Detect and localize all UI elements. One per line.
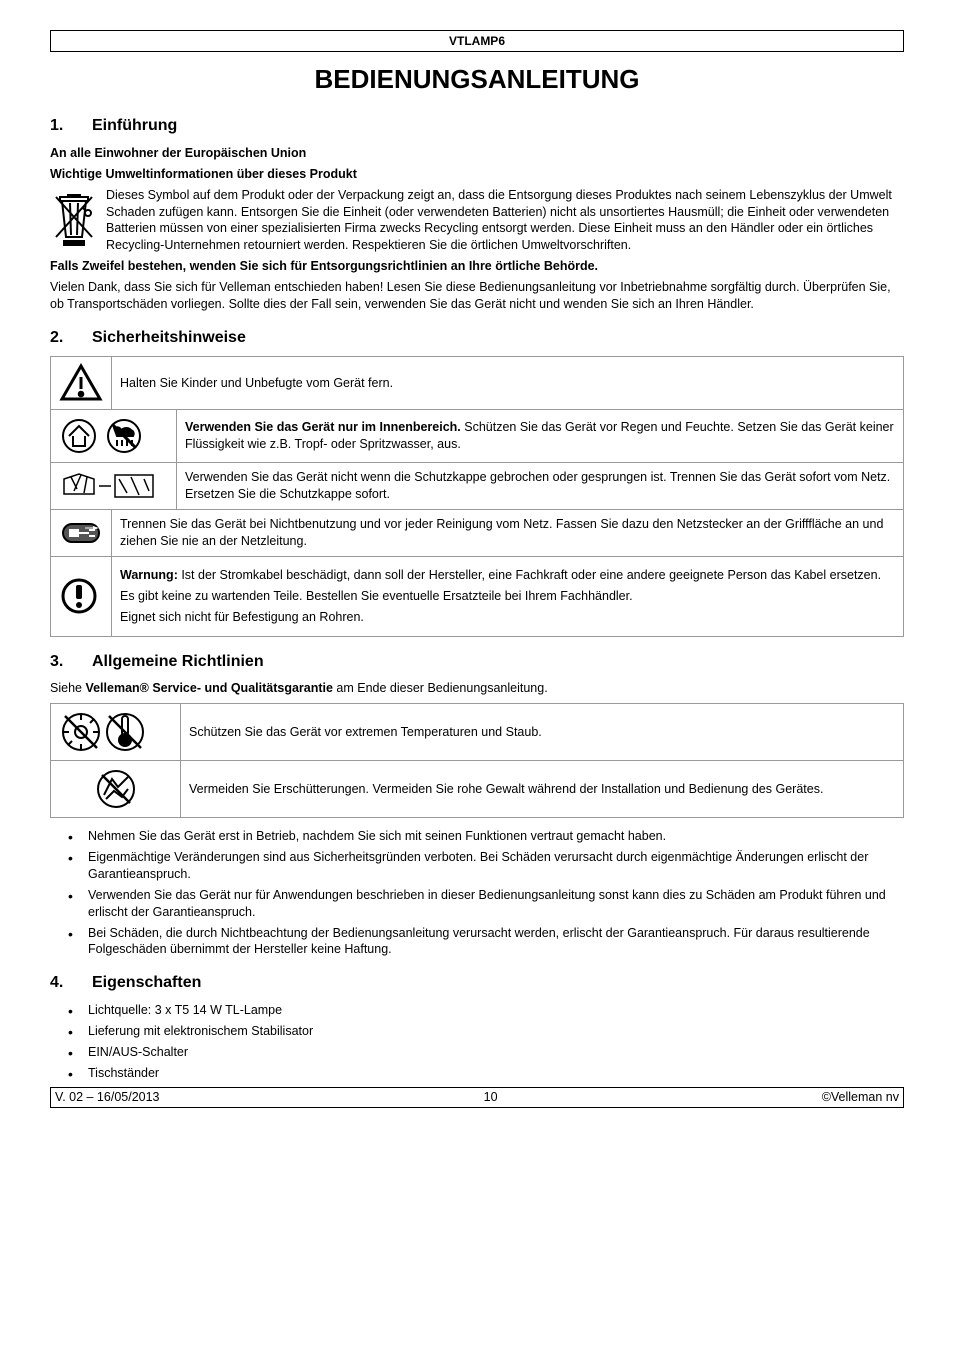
weee-icon (50, 187, 98, 247)
safety-table: Halten Sie Kinder und Unbefugte vom Gerä… (50, 356, 904, 636)
list-item: EIN/AUS-Schalter (68, 1044, 904, 1061)
safety-row-4-extra2: Eignet sich nicht für Befestigung an Roh… (120, 609, 895, 626)
weee-block: Dieses Symbol auf dem Produkt oder der V… (50, 187, 904, 255)
main-title: BEDIENUNGSANLEITUNG (50, 62, 904, 97)
footer-right: ©Velleman nv (822, 1089, 899, 1106)
guideline-row-0-text: Schützen Sie das Gerät vor extremen Temp… (181, 704, 904, 761)
list-item: Nehmen Sie das Gerät erst in Betrieb, na… (68, 828, 904, 845)
guidelines-table: Schützen Sie das Gerät vor extremen Temp… (50, 703, 904, 818)
s1-bold-line: Falls Zweifel bestehen, wenden Sie sich … (50, 258, 904, 275)
s3-intro-pre: Siehe (50, 681, 85, 695)
list-item: Bei Schäden, die durch Nichtbeachtung de… (68, 925, 904, 959)
s3-bullets: Nehmen Sie das Gerät erst in Betrieb, na… (50, 828, 904, 958)
section-3-heading: 3.Allgemeine Richtlinien (50, 651, 904, 673)
table-row: Warnung: Ist der Stromkabel beschädigt, … (51, 557, 904, 637)
safety-row-3-text: Trennen Sie das Gerät bei Nichtbenutzung… (112, 510, 904, 557)
caution-circle-icon (51, 557, 112, 637)
s3-intro-bold: Velleman® Service- und Qualitätsgarantie (85, 681, 333, 695)
section-4-title: Eigenschaften (92, 974, 201, 991)
footer-center: 10 (484, 1089, 498, 1106)
s1-sub2: Wichtige Umweltinformationen über dieses… (50, 166, 904, 183)
table-row: Vermeiden Sie Erschütterungen. Vermeiden… (51, 761, 904, 818)
safety-row-1-bold: Verwenden Sie das Gerät nur im Innenbere… (185, 420, 461, 434)
s1-thanks: Vielen Dank, dass Sie sich für Velleman … (50, 279, 904, 313)
page-footer: V. 02 – 16/05/2013 10 ©Velleman nv (50, 1087, 904, 1108)
safety-row-2-text: Verwenden Sie das Gerät nicht wenn die S… (177, 463, 904, 510)
header-product-label: VTLAMP6 (449, 34, 505, 48)
guideline-row-1-text: Vermeiden Sie Erschütterungen. Vermeiden… (181, 761, 904, 818)
unplug-icon (51, 510, 112, 557)
safety-row-1: Verwenden Sie das Gerät nur im Innenbere… (177, 410, 904, 463)
table-row: Trennen Sie das Gerät bei Nichtbenutzung… (51, 510, 904, 557)
list-item: Verwenden Sie das Gerät nur für Anwendun… (68, 887, 904, 921)
table-row: Verwenden Sie das Gerät nicht wenn die S… (51, 463, 904, 510)
section-3-num: 3. (50, 651, 92, 673)
section-2-heading: 2.Sicherheitshinweise (50, 327, 904, 349)
safety-row-4-extra1: Es gibt keine zu wartenden Teile. Bestel… (120, 588, 895, 605)
s3-intro-post: am Ende dieser Bedienungsanleitung. (333, 681, 548, 695)
list-item: Lieferung mit elektronischem Stabilisato… (68, 1023, 904, 1040)
list-item: Lichtquelle: 3 x T5 14 W TL-Lampe (68, 1002, 904, 1019)
s3-intro: Siehe Velleman® Service- und Qualitätsga… (50, 680, 904, 697)
section-3-title: Allgemeine Richtlinien (92, 653, 264, 670)
list-item: Eigenmächtige Veränderungen sind aus Sic… (68, 849, 904, 883)
safety-row-0-text: Halten Sie Kinder und Unbefugte vom Gerä… (112, 357, 904, 410)
table-row: Halten Sie Kinder und Unbefugte vom Gerä… (51, 357, 904, 410)
broken-glass-icon (51, 463, 177, 510)
safety-row-4-text: Ist der Stromkabel beschädigt, dann soll… (178, 568, 881, 582)
no-shock-icon (51, 761, 181, 818)
temp-dust-icon (51, 704, 181, 761)
section-1-num: 1. (50, 115, 92, 137)
section-2-title: Sicherheitshinweise (92, 329, 246, 346)
header-product-box: VTLAMP6 (50, 30, 904, 52)
s1-sub1: An alle Einwohner der Europäischen Union (50, 145, 904, 162)
section-4-heading: 4.Eigenschaften (50, 972, 904, 994)
table-row: Verwenden Sie das Gerät nur im Innenbere… (51, 410, 904, 463)
list-item: Tischständer (68, 1065, 904, 1082)
section-4-num: 4. (50, 972, 92, 994)
indoor-use-icon (51, 410, 177, 463)
section-1-heading: 1.Einführung (50, 115, 904, 137)
warning-triangle-icon (51, 357, 112, 410)
footer-left: V. 02 – 16/05/2013 (55, 1089, 160, 1106)
section-2-num: 2. (50, 327, 92, 349)
section-1-title: Einführung (92, 117, 177, 134)
table-row: Schützen Sie das Gerät vor extremen Temp… (51, 704, 904, 761)
safety-row-4-bold: Warnung: (120, 568, 178, 582)
s4-bullets: Lichtquelle: 3 x T5 14 W TL-Lampe Liefer… (50, 1002, 904, 1082)
weee-text: Dieses Symbol auf dem Produkt oder der V… (106, 187, 904, 255)
safety-row-4: Warnung: Ist der Stromkabel beschädigt, … (112, 557, 904, 637)
